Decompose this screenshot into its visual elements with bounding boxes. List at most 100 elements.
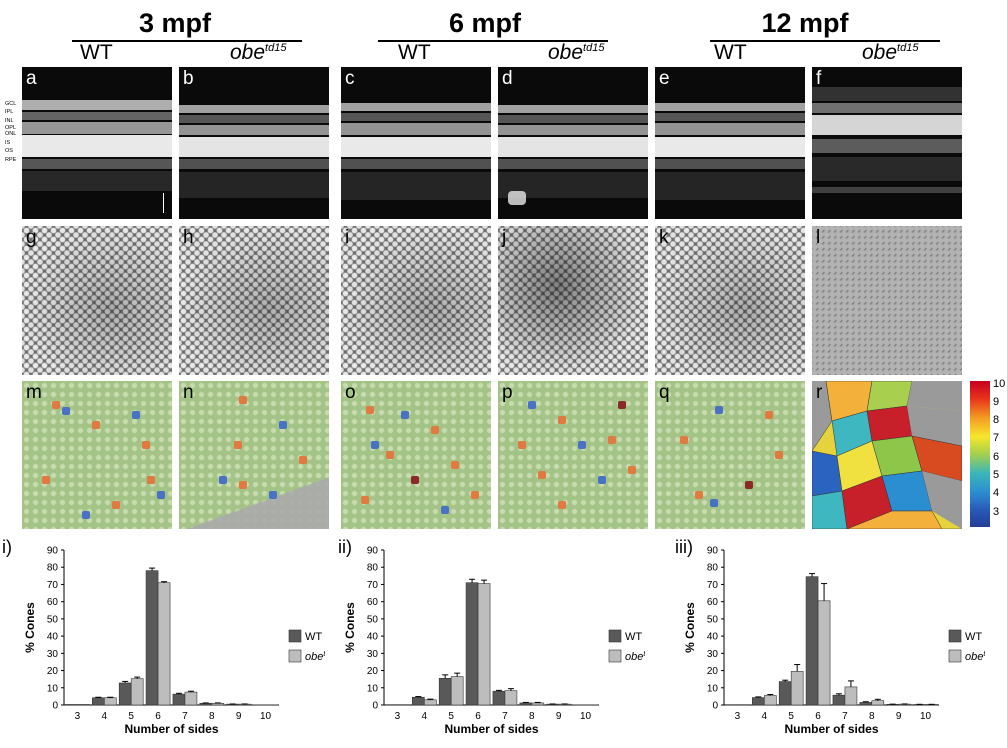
x-tick-label: 6 — [475, 711, 481, 722]
legend-entry: obetd15 — [305, 651, 325, 663]
y-tick-label: 10 — [47, 683, 59, 694]
x-tick-label: 3 — [395, 711, 401, 722]
oct-layer-is: IS — [5, 140, 11, 146]
y-tick-label: 60 — [47, 597, 59, 608]
legend-swatch — [288, 629, 302, 643]
bar — [184, 691, 198, 706]
bar — [504, 690, 518, 706]
colorbar-tick: 6 — [993, 451, 1000, 463]
x-tick-label: 5 — [128, 711, 134, 722]
bar — [477, 583, 491, 706]
bar — [817, 600, 831, 706]
mosaic-panel-i: i — [341, 226, 491, 375]
panel-letter: g — [26, 227, 37, 248]
group-line-12mpf — [710, 40, 940, 42]
voronoi-panel-p: p — [498, 381, 648, 529]
y-tick-label: 20 — [47, 666, 59, 677]
panel-letter: m — [26, 382, 42, 403]
bar — [752, 697, 765, 706]
panel-letter: l — [816, 227, 821, 248]
panel-letter: b — [183, 68, 194, 89]
y-tick-label: 40 — [707, 632, 719, 643]
panel-letter: n — [183, 382, 194, 403]
mosaic-panel-h: h — [179, 226, 329, 375]
y-tick-label: 70 — [47, 580, 59, 591]
panel-letter: k — [659, 227, 669, 248]
bar — [859, 702, 873, 706]
bar — [778, 681, 792, 706]
bar — [157, 582, 171, 706]
bar — [199, 702, 213, 706]
x-tick-label: 9 — [236, 711, 242, 722]
y-tick-label: 20 — [367, 666, 379, 677]
legend-swatch — [288, 649, 302, 663]
panel-letter: o — [345, 382, 356, 403]
bar — [211, 702, 225, 706]
x-tick-label: 8 — [529, 711, 535, 722]
voronoi-panel-m: m — [22, 381, 172, 529]
y-tick-label: 70 — [367, 580, 379, 591]
y-tick-label: 20 — [707, 666, 719, 677]
genotype-mut-6mpf: obetd15 — [548, 41, 605, 64]
genotype-wt-6mpf: WT — [398, 41, 431, 64]
legend-swatch — [948, 649, 962, 663]
y-tick-label: 80 — [367, 563, 379, 574]
y-tick-label: 70 — [707, 580, 719, 591]
x-tick-label: 3 — [75, 711, 81, 722]
y-tick-label: 30 — [367, 649, 379, 660]
x-tick-label: 10 — [260, 711, 272, 722]
legend-swatch — [608, 629, 622, 643]
panel-letter: j — [502, 227, 507, 248]
x-tick-label: 10 — [580, 711, 592, 722]
oct-panel-b: b — [179, 67, 329, 219]
x-tick-label: 4 — [762, 711, 768, 722]
colorbar-tick: 9 — [993, 396, 1000, 408]
y-tick-label: 90 — [367, 546, 379, 557]
oct-layer-rpe: RPE — [5, 157, 17, 163]
mosaic-panel-g: g — [22, 226, 172, 375]
panel-letter: f — [816, 68, 822, 89]
bar — [450, 676, 464, 706]
genotype-wt-3mpf: WT — [80, 41, 113, 64]
legend-entry-sup: td15 — [323, 651, 325, 658]
voronoi-panel-o: o — [341, 381, 491, 529]
x-tick-label: 7 — [182, 711, 188, 722]
bar-chart-6mpf: 0 10 20 30 40 50 60 70 80 90 3 4 5 6 7 8 9 10 % Cones Numbe… — [343, 546, 645, 737]
bar — [118, 682, 132, 706]
colorbar-tick: 8 — [993, 414, 1000, 426]
oct-layer-opl: OPL — [5, 125, 17, 131]
bar — [465, 582, 479, 706]
genotype-wt-12mpf: WT — [714, 41, 747, 64]
bar — [104, 697, 117, 706]
panel-letter: p — [502, 382, 513, 403]
oct-layer-inl: INL — [5, 118, 14, 124]
bar — [805, 576, 819, 706]
y-tick-label: 80 — [707, 563, 719, 574]
y-tick-label: 30 — [47, 649, 59, 660]
panel-letter: e — [659, 68, 670, 89]
y-tick-label: 90 — [707, 546, 719, 557]
y-tick-label: 90 — [47, 546, 59, 557]
colorbar-tick: 5 — [993, 469, 1000, 481]
y-tick-label: 0 — [372, 701, 378, 712]
x-tick-label: 6 — [155, 711, 161, 722]
chart-panel-label-ii: ii) — [338, 537, 352, 557]
oct-panel-f: f — [812, 67, 962, 219]
y-tick-label: 40 — [367, 632, 379, 643]
x-tick-label: 10 — [920, 711, 932, 722]
panel-letter: r — [816, 382, 823, 403]
y-tick-label: 80 — [47, 563, 59, 574]
legend-swatch — [948, 629, 962, 643]
x-tick-label: 6 — [815, 711, 821, 722]
panel-letter: d — [502, 68, 513, 89]
group-line-3mpf — [72, 40, 302, 42]
y-tick-label: 10 — [367, 683, 379, 694]
x-axis-label: Number of sides — [124, 722, 218, 736]
bar — [412, 696, 425, 706]
bar-chart-3mpf: 0 10 20 30 40 50 60 70 80 90 3 4 5 6 7 8 9 10 % Cones Numbe… — [23, 546, 325, 737]
mosaic-panel-j: j — [498, 226, 648, 375]
panel-letter: q — [659, 382, 670, 403]
y-tick-label: 60 — [367, 597, 379, 608]
y-tick-label: 30 — [707, 649, 719, 660]
x-axis-label: Number of sides — [784, 722, 878, 736]
